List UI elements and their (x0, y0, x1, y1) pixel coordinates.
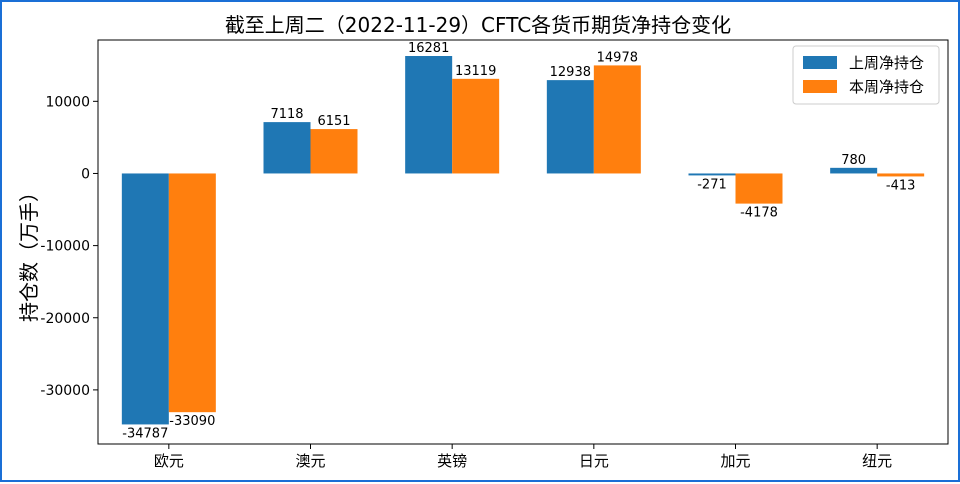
y-tick-label: -10000 (40, 239, 90, 255)
bar-last-week-4 (688, 173, 736, 176)
legend-label: 上周净持仓 (849, 54, 924, 72)
legend-swatch (803, 56, 837, 69)
plot-area: -34787 7118 16281 12938 -271 780 -33090 6151 131… (40, 39, 949, 470)
bar-last-week-2 (405, 56, 453, 174)
data-label: 780 (841, 153, 866, 168)
bar-last-week-1 (263, 122, 311, 174)
data-label: -271 (697, 177, 727, 192)
axes-frame (97, 39, 949, 445)
x-tick-label: 加元 (720, 452, 750, 470)
bar-this-week-2 (452, 78, 500, 174)
data-label: -4178 (740, 206, 778, 221)
bar-last-week-3 (546, 80, 594, 174)
bar-this-week-5 (877, 173, 925, 177)
data-label: 7118 (270, 107, 303, 122)
data-label: -34787 (122, 426, 168, 441)
data-label: 6151 (317, 114, 350, 129)
x-tick-label: 澳元 (295, 452, 325, 470)
bar-this-week-3 (593, 65, 641, 174)
data-label: -413 (886, 178, 916, 193)
chart-title: 截至上周二（2022-11-29）CFTC各货币期货净持仓变化 (225, 13, 731, 37)
x-tick-label: 英镑 (437, 452, 467, 470)
bar-last-week-5 (830, 167, 878, 174)
bar-last-week-0 (121, 173, 169, 425)
data-label: 16281 (408, 41, 449, 56)
bar-this-week-1 (310, 129, 358, 174)
y-tick-label: 10000 (45, 94, 90, 110)
legend-swatch (803, 80, 837, 93)
y-tick-label: -20000 (40, 311, 90, 327)
data-label: -33090 (169, 414, 215, 429)
y-axis-label: 持仓数（万手） (17, 182, 41, 322)
y-tick-label: -30000 (40, 383, 90, 399)
x-tick-label: 欧元 (154, 452, 184, 470)
x-tick-label: 纽元 (862, 452, 892, 470)
bar-this-week-0 (168, 173, 216, 413)
data-label: 13119 (455, 64, 496, 79)
y-tick-label: 0 (81, 166, 90, 182)
data-label: 12938 (550, 65, 591, 80)
bar-this-week-4 (735, 173, 783, 204)
x-tick-label: 日元 (579, 452, 609, 470)
legend-label: 本周净持仓 (849, 78, 924, 96)
data-label: 14978 (597, 50, 638, 65)
